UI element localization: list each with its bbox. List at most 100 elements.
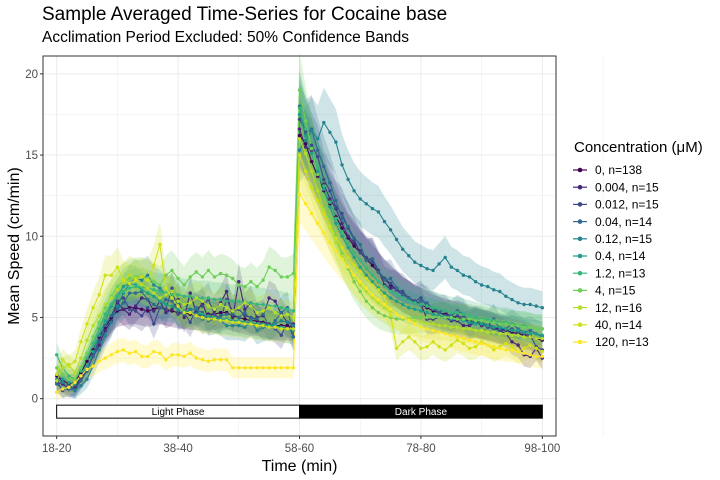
- data-point: [79, 366, 83, 370]
- data-point: [340, 229, 344, 234]
- data-point: [340, 211, 344, 216]
- data-point: [425, 315, 429, 320]
- data-point: [91, 354, 95, 359]
- data-point: [382, 291, 387, 295]
- data-point: [140, 283, 144, 287]
- data-point: [467, 346, 472, 350]
- data-point: [261, 302, 265, 307]
- data-point: [316, 189, 320, 193]
- data-point: [528, 328, 532, 333]
- data-point: [528, 353, 532, 357]
- data-point: [115, 265, 120, 269]
- data-point: [540, 349, 544, 354]
- data-point: [473, 322, 478, 326]
- data-point: [486, 343, 490, 347]
- data-point: [340, 226, 344, 230]
- data-point: [461, 336, 466, 341]
- data-point: [115, 307, 120, 311]
- data-point: [540, 327, 544, 331]
- data-point: [498, 325, 502, 329]
- data-point: [152, 294, 156, 298]
- data-point: [455, 310, 459, 315]
- data-point: [516, 323, 520, 328]
- data-point: [146, 309, 150, 313]
- data-point: [394, 317, 399, 321]
- data-point: [79, 356, 83, 360]
- data-point: [243, 284, 247, 289]
- data-point: [316, 169, 320, 173]
- data-point: [431, 268, 435, 273]
- data-point: [388, 281, 393, 286]
- data-point: [231, 309, 235, 313]
- chart-subtitle: Acclimation Period Excluded: 50% Confide…: [42, 29, 409, 46]
- data-point: [461, 327, 466, 331]
- data-point: [133, 349, 138, 354]
- data-point: [340, 245, 344, 250]
- data-point: [206, 304, 211, 308]
- data-point: [461, 312, 466, 316]
- data-point: [73, 377, 77, 381]
- data-point: [510, 333, 514, 337]
- data-point: [467, 317, 472, 321]
- data-point: [206, 317, 211, 321]
- data-point: [237, 283, 241, 287]
- data-point: [528, 335, 532, 339]
- data-point: [309, 129, 314, 133]
- data-point: [115, 284, 120, 289]
- data-point: [534, 336, 538, 341]
- data-point: [61, 358, 65, 362]
- data-point: [267, 306, 271, 310]
- data-point: [73, 388, 77, 393]
- data-point: [297, 117, 302, 122]
- data-point: [237, 299, 241, 303]
- y-tick-label: 10: [25, 231, 38, 243]
- data-point: [279, 310, 283, 315]
- data-point: [182, 310, 186, 315]
- data-point: [255, 284, 259, 289]
- data-point: [510, 323, 514, 328]
- data-point: [218, 271, 223, 276]
- data-point: [146, 273, 150, 277]
- data-point: [534, 327, 538, 331]
- legend-label: 120, n=13: [595, 335, 649, 349]
- data-point: [97, 340, 101, 344]
- data-point: [492, 320, 496, 324]
- phase-label: Dark Phase: [395, 407, 448, 418]
- data-point: [91, 364, 95, 368]
- data-point: [388, 314, 393, 318]
- data-point: [303, 133, 308, 138]
- data-point: [522, 346, 526, 350]
- data-point: [516, 328, 520, 333]
- confidence-band: [56, 102, 543, 393]
- data-point: [261, 309, 265, 313]
- data-point: [394, 346, 399, 350]
- data-point: [316, 198, 320, 203]
- legend-label: 40, n=14: [595, 318, 642, 332]
- data-point: [322, 211, 326, 216]
- data-point: [121, 278, 126, 282]
- data-point: [407, 296, 411, 300]
- data-point: [413, 307, 417, 311]
- data-point: [540, 336, 544, 341]
- data-point: [303, 127, 308, 131]
- data-point: [152, 263, 156, 268]
- data-point: [158, 296, 162, 300]
- data-point: [334, 236, 338, 240]
- x-tick-label: 98-100: [524, 443, 560, 455]
- data-point: [352, 241, 356, 245]
- data-point: [176, 299, 180, 303]
- legend-label: 1.2, n=13: [595, 266, 646, 280]
- data-point: [103, 302, 107, 307]
- data-point: [152, 322, 156, 326]
- data-point: [297, 88, 302, 92]
- data-point: [91, 335, 95, 339]
- data-point: [473, 319, 478, 323]
- data-point: [133, 284, 138, 289]
- data-point: [85, 377, 89, 381]
- data-point: [218, 314, 223, 318]
- data-point: [133, 309, 138, 313]
- legend-key-point: [577, 184, 583, 190]
- data-point: [103, 328, 107, 333]
- data-point: [382, 278, 387, 282]
- data-point: [504, 322, 508, 326]
